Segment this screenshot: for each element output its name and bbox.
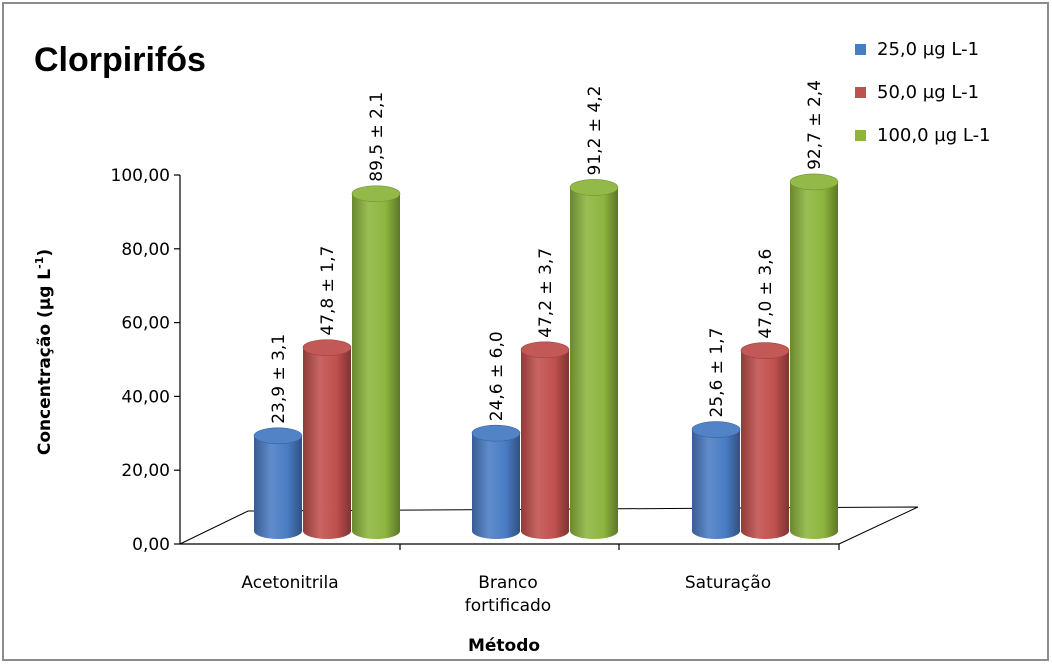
y-tick-label: 100,00 <box>111 166 170 186</box>
data-label: 23,9 ± 3,1 <box>269 334 289 424</box>
y-tick-label: 80,00 <box>121 240 170 260</box>
legend: 25,0 µg L-1 50,0 µg L-1 100,0 µg L-1 <box>855 39 991 146</box>
legend-item: 25,0 µg L-1 <box>855 39 979 60</box>
bar-body <box>303 347 351 539</box>
bar-top <box>471 424 521 442</box>
bar-body <box>741 350 789 539</box>
data-label: 91,2 ± 4,2 <box>585 86 605 176</box>
data-label: 25,6 ± 1,7 <box>707 328 727 418</box>
data-label: 47,0 ± 3,6 <box>756 249 776 339</box>
legend-item: 100,0 µg L-1 <box>855 125 991 146</box>
bar-top <box>302 339 352 356</box>
y-tick-label: 20,00 <box>121 461 170 481</box>
bar <box>569 179 619 540</box>
bar-body <box>521 349 569 539</box>
bar <box>351 185 401 539</box>
legend-swatch <box>855 44 866 55</box>
bar-top <box>691 421 741 438</box>
y-axis-title: Concentração (µg L-1) <box>33 249 55 455</box>
data-labels: 23,9 ± 3,1 47,8 ± 1,7 89,5 ± 2,1 24,6 ± 6,0… <box>269 80 825 424</box>
bar-top <box>351 185 401 203</box>
bar-top <box>520 341 570 359</box>
chart-title: Clorpirifós <box>34 41 206 79</box>
bar <box>691 421 741 539</box>
y-tick-label: 40,00 <box>121 387 170 407</box>
y-axis-title-sup: -1 <box>33 257 46 269</box>
bar-body <box>254 435 302 539</box>
axes: 0,00 20,00 40,00 60,00 80,00 100,00 Acetonitri… <box>111 166 840 616</box>
bar-body <box>352 193 400 539</box>
bar-body <box>570 187 618 540</box>
bar-top <box>789 173 839 191</box>
bars <box>253 173 839 540</box>
legend-swatch <box>855 87 866 98</box>
data-label: 92,7 ± 2,4 <box>805 80 825 170</box>
bar <box>740 342 790 539</box>
bar-top <box>569 179 619 196</box>
bar <box>520 341 570 539</box>
legend-label: 100,0 µg L-1 <box>877 125 991 146</box>
x-axis-title: Método <box>468 636 540 656</box>
legend-swatch <box>855 130 866 141</box>
x-tick-label: Acetonitrila <box>241 573 338 593</box>
legend-item: 50,0 µg L-1 <box>855 82 979 103</box>
x-tick-label: Branco fortificado <box>465 573 551 616</box>
y-tick-label: 60,00 <box>121 314 170 334</box>
bar-body <box>692 429 740 539</box>
bar-top <box>253 427 303 445</box>
bar <box>471 424 521 539</box>
data-label: 47,2 ± 3,7 <box>536 248 556 338</box>
bar-body <box>790 181 838 539</box>
y-axis-title-main: Concentração (µg L <box>35 269 55 455</box>
data-label: 89,5 ± 2,1 <box>367 92 387 182</box>
x-tick-label: Saturação <box>685 573 771 593</box>
y-axis-title-end: ) <box>35 249 55 257</box>
bar <box>302 339 352 539</box>
bar-top <box>740 342 790 359</box>
legend-label: 50,0 µg L-1 <box>877 82 979 103</box>
data-label: 24,6 ± 6,0 <box>487 331 507 421</box>
legend-label: 25,0 µg L-1 <box>877 39 979 60</box>
bar <box>789 173 839 539</box>
bar <box>253 427 303 539</box>
y-tick-label: 0,00 <box>132 535 170 555</box>
bar-body <box>472 433 520 539</box>
data-label: 47,8 ± 1,7 <box>318 246 338 336</box>
